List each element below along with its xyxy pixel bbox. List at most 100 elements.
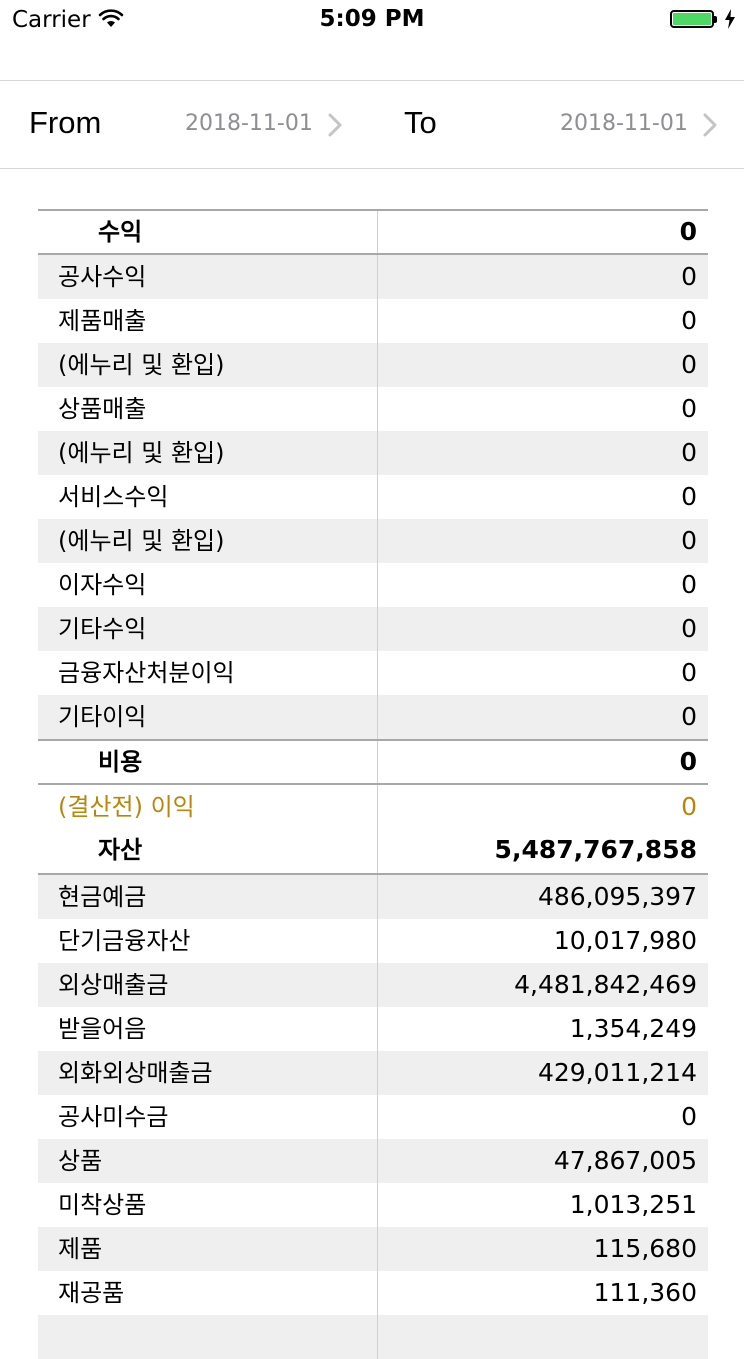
column-divider bbox=[377, 1139, 378, 1183]
account-name: (에누리 및 환입) bbox=[58, 439, 225, 467]
account-value: 115,680 bbox=[593, 1234, 697, 1263]
status-bar: Carrier 5:09 PM bbox=[0, 0, 744, 40]
date-range-bar: From 2018-11-01 To 2018-11-01 bbox=[0, 81, 744, 168]
wifi-icon bbox=[98, 9, 124, 33]
account-value: 10,017,980 bbox=[553, 926, 697, 955]
column-divider bbox=[377, 875, 378, 919]
account-name: 상품 bbox=[58, 1147, 103, 1175]
account-name: 상품매출 bbox=[58, 395, 147, 423]
table-row[interactable]: 받을어음 1,354,249 bbox=[38, 1007, 708, 1051]
account-name: 제품매출 bbox=[58, 307, 147, 335]
status-time: 5:09 PM bbox=[319, 6, 425, 32]
account-value: 111,360 bbox=[593, 1278, 697, 1307]
column-divider bbox=[377, 1095, 378, 1139]
column-divider bbox=[377, 475, 378, 519]
table-row[interactable]: 미착상품 1,013,251 bbox=[38, 1183, 708, 1227]
table-row[interactable]: 상품 47,867,005 bbox=[38, 1139, 708, 1183]
account-value: 0 bbox=[681, 438, 697, 467]
account-value: 429,011,214 bbox=[537, 1058, 697, 1087]
charging-bolt-icon bbox=[724, 8, 736, 34]
column-divider bbox=[377, 785, 378, 829]
profit-row[interactable]: (결산전) 이익 0 bbox=[38, 785, 708, 829]
account-name: (에누리 및 환입) bbox=[58, 351, 225, 379]
table-row[interactable]: 외상매출금 4,481,842,469 bbox=[38, 963, 708, 1007]
column-divider bbox=[377, 607, 378, 651]
column-divider bbox=[377, 1183, 378, 1227]
account-name: (에누리 및 환입) bbox=[58, 527, 225, 555]
column-divider bbox=[377, 431, 378, 475]
account-table: 수익 0 공사수익 0 제품매출 0 (에누리 및 환입) 0 상품매출 0 (에누리 및 환입) 0… bbox=[38, 209, 708, 1359]
column-divider bbox=[377, 963, 378, 1007]
table-row[interactable]: 금융자산처분이익 0 bbox=[38, 651, 708, 695]
table-row[interactable]: (에누리 및 환입) 0 bbox=[38, 519, 708, 563]
account-name: 재공품 bbox=[58, 1279, 125, 1307]
account-name: 외상매출금 bbox=[58, 971, 169, 999]
account-value: 0 bbox=[681, 482, 697, 511]
chevron-right-icon[interactable] bbox=[328, 113, 342, 141]
section-header-row[interactable]: 자산 5,487,767,858 bbox=[38, 829, 708, 875]
column-divider bbox=[377, 651, 378, 695]
column-divider bbox=[377, 1007, 378, 1051]
account-name: 공사미수금 bbox=[58, 1103, 169, 1131]
account-value: 0 bbox=[681, 526, 697, 555]
account-value: 0 bbox=[681, 614, 697, 643]
table-row[interactable]: 서비스수익 0 bbox=[38, 475, 708, 519]
account-name: 자산 bbox=[98, 836, 143, 864]
account-name: (결산전) 이익 bbox=[58, 793, 195, 821]
account-value: 0 bbox=[681, 570, 697, 599]
table-row[interactable]: 단기금융자산 10,017,980 bbox=[38, 919, 708, 963]
table-row[interactable]: 상품매출 0 bbox=[38, 387, 708, 431]
table-row[interactable]: 이자수익 0 bbox=[38, 563, 708, 607]
table-row[interactable]: 기타이익 0 bbox=[38, 695, 708, 739]
account-name: 기타이익 bbox=[58, 703, 147, 731]
table-row[interactable]: 제품 115,680 bbox=[38, 1227, 708, 1271]
table-row[interactable]: 현금예금 486,095,397 bbox=[38, 875, 708, 919]
account-name: 수익 bbox=[98, 218, 143, 246]
column-divider bbox=[377, 829, 378, 873]
account-value: 0 bbox=[681, 1102, 697, 1131]
to-label: To bbox=[404, 105, 437, 140]
nav-divider bbox=[0, 80, 744, 81]
table-row[interactable]: 공사미수금 0 bbox=[38, 1095, 708, 1139]
account-name: 단기금융자산 bbox=[58, 927, 191, 955]
account-name: 서비스수익 bbox=[58, 483, 169, 511]
account-name: 금융자산처분이익 bbox=[58, 659, 235, 687]
chevron-right-icon[interactable] bbox=[703, 113, 717, 141]
account-value: 1,013,251 bbox=[569, 1190, 697, 1219]
column-divider bbox=[377, 1315, 378, 1359]
table-row[interactable]: 재공품 111,360 bbox=[38, 1271, 708, 1315]
column-divider bbox=[377, 1227, 378, 1271]
account-value: 0 bbox=[681, 262, 697, 291]
account-value: 0 bbox=[681, 394, 697, 423]
account-value: 0 bbox=[681, 702, 697, 731]
column-divider bbox=[377, 211, 378, 253]
table-row[interactable] bbox=[38, 1315, 708, 1359]
from-label: From bbox=[29, 105, 102, 140]
table-row[interactable]: (에누리 및 환입) 0 bbox=[38, 343, 708, 387]
column-divider bbox=[377, 519, 378, 563]
account-value: 0 bbox=[681, 792, 697, 821]
account-name: 받을어음 bbox=[58, 1015, 147, 1043]
table-row[interactable]: 제품매출 0 bbox=[38, 299, 708, 343]
column-divider bbox=[377, 255, 378, 299]
column-divider bbox=[377, 299, 378, 343]
section-header-row[interactable]: 수익 0 bbox=[38, 209, 708, 255]
account-name: 외화외상매출금 bbox=[58, 1059, 213, 1087]
account-value: 0 bbox=[679, 217, 697, 246]
account-name: 현금예금 bbox=[58, 883, 147, 911]
account-value: 5,487,767,858 bbox=[494, 835, 697, 864]
table-row[interactable]: 공사수익 0 bbox=[38, 255, 708, 299]
section-header-row[interactable]: 비용 0 bbox=[38, 739, 708, 785]
battery-icon bbox=[670, 10, 718, 30]
column-divider bbox=[377, 343, 378, 387]
account-value: 47,867,005 bbox=[553, 1146, 697, 1175]
table-row[interactable]: 기타수익 0 bbox=[38, 607, 708, 651]
account-name: 비용 bbox=[98, 748, 143, 776]
table-row[interactable]: 외화외상매출금 429,011,214 bbox=[38, 1051, 708, 1095]
table-row[interactable]: (에누리 및 환입) 0 bbox=[38, 431, 708, 475]
to-date-value[interactable]: 2018-11-01 bbox=[560, 111, 688, 136]
from-date-value[interactable]: 2018-11-01 bbox=[185, 111, 313, 136]
account-name: 기타수익 bbox=[58, 615, 147, 643]
account-value: 0 bbox=[679, 747, 697, 776]
account-value: 0 bbox=[681, 350, 697, 379]
